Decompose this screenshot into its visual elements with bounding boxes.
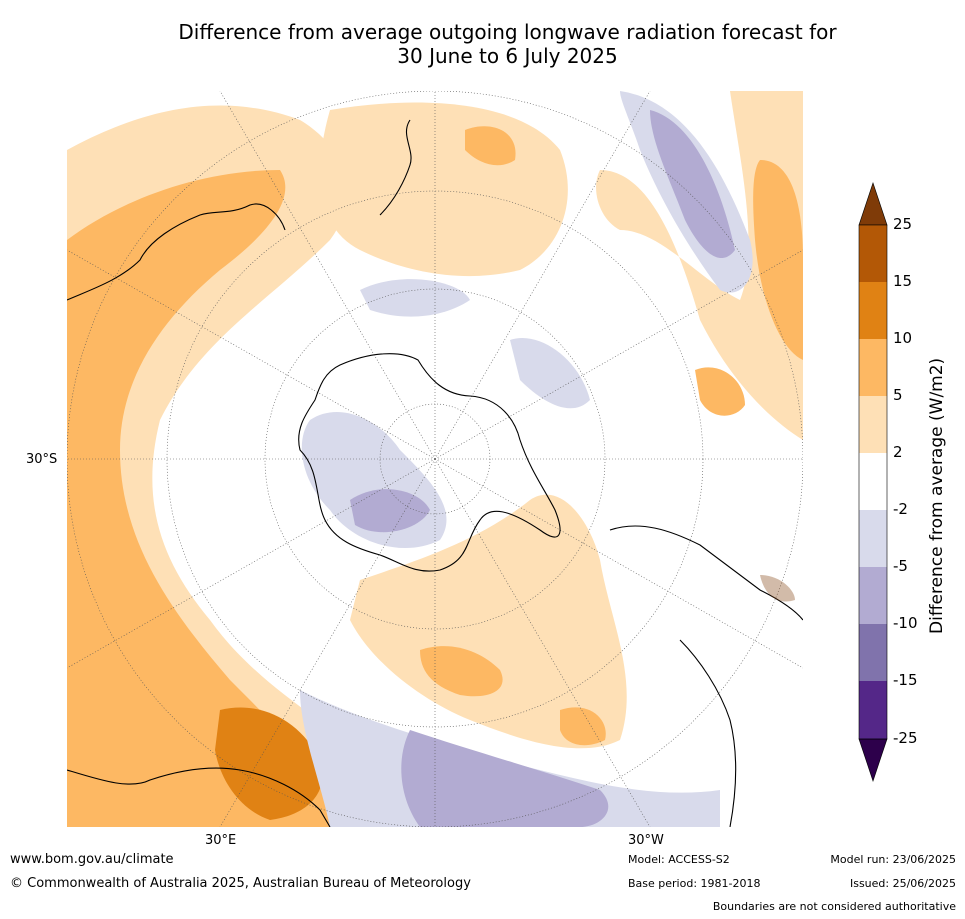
title-line-1: Difference from average outgoing longwav… (178, 20, 837, 44)
colorbar-minus25-minus15 (859, 681, 887, 739)
colorbar-minus10-minus5 (859, 567, 887, 624)
model-name: Model: ACCESS-S2 (628, 853, 730, 866)
colorbar-10-15 (859, 282, 887, 339)
colorbar-tick-minus15: -15 (893, 671, 918, 689)
anomaly-2-5-southeast (350, 494, 627, 749)
colorbar-5-10 (859, 339, 887, 396)
anomaly-minus-5-10-northeast (650, 110, 735, 259)
colorbar-2-5 (859, 396, 887, 453)
model-run: Model run: 23/06/2025 (830, 853, 956, 866)
colorbar-tick-5: 5 (893, 386, 903, 404)
hatched-anomaly-south-america (760, 575, 795, 602)
graticule (67, 91, 803, 827)
south-america-coast-2 (679, 639, 737, 827)
lon-label-30w: 30°W (628, 833, 664, 848)
colorbar-minus2-2 (859, 453, 887, 510)
colorbar-tick-25: 25 (893, 215, 913, 233)
map-panel (67, 91, 803, 827)
chart-title: Difference from average outgoing longwav… (120, 20, 895, 68)
colorbar-tick-10: 10 (893, 329, 913, 347)
africa-coast (67, 767, 331, 827)
lat-label-30s: 30°S (26, 452, 58, 467)
anomaly-minus-5-10-antarctica (350, 489, 430, 533)
anomaly-minus-2-5-ring-east (510, 338, 590, 409)
australia-coast (67, 203, 286, 301)
colorbar (858, 182, 888, 782)
base-period: Base period: 1981-2018 (628, 877, 761, 890)
anomaly-minus-5-10-south (401, 730, 609, 827)
issued-date: Issued: 25/06/2025 (849, 877, 956, 890)
anomaly-5-10-north (465, 126, 516, 166)
anomaly-5-10-southeast (420, 646, 503, 697)
colorbar-minus5-minus2 (859, 510, 887, 567)
anomaly-5-10-southeast-2 (560, 707, 606, 746)
colorbar-15-25 (859, 225, 887, 282)
colorbar-extend-top (858, 182, 888, 226)
anomaly-10-15-southwest (215, 707, 323, 820)
coastlines (67, 119, 803, 827)
title-line-2: 30 June to 6 July 2025 (397, 44, 618, 68)
colorbar-tick-minus25: -25 (893, 729, 918, 747)
colorbar-minus15-minus10 (859, 624, 887, 681)
lon-label-30e: 30°E (205, 833, 237, 848)
colorbar-tick-minus10: -10 (893, 614, 918, 632)
anomaly-5-10-west-band (67, 170, 340, 827)
colorbar-tick-minus2: -2 (893, 500, 908, 518)
colorbar-title: Difference from average (W/m2) (927, 357, 947, 634)
website-link[interactable]: www.bom.gov.au/climate (10, 852, 174, 867)
copyright-text: © Commonwealth of Australia 2025, Austra… (10, 876, 471, 891)
boundary-disclaimer: Boundaries are not considered authoritat… (712, 900, 956, 913)
colorbar-extend-bottom (858, 738, 888, 782)
new-zealand-coast (379, 119, 412, 216)
anomaly-5-10-east (753, 160, 803, 360)
colorbar-tick-minus5: -5 (893, 557, 908, 575)
south-america-coast (609, 525, 803, 621)
anomaly-5-10-east-patch (695, 367, 745, 416)
colorbar-frame (858, 224, 888, 740)
anomaly-2-5-east (596, 91, 803, 440)
colorbar-tick-2: 2 (893, 443, 903, 461)
anomaly-minus-2-5-ring (360, 279, 470, 317)
colorbar-tick-15: 15 (893, 272, 913, 290)
antarctica-coast (298, 353, 561, 572)
